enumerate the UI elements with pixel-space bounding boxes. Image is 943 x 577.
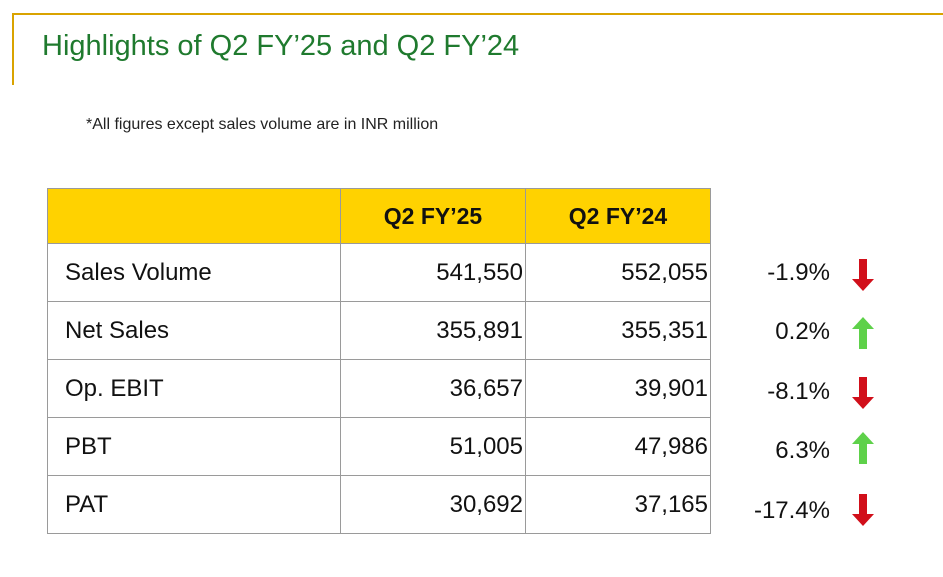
value-q2-fy24: 37,165 [525,475,711,534]
page-title: Highlights of Q2 FY’25 and Q2 FY’24 [42,30,520,62]
row-label: PAT [47,475,341,534]
red-down-arrow-icon [852,377,874,409]
red-down-arrow-icon [852,259,874,291]
value-q2-fy24: 355,351 [525,301,711,360]
value-q2-fy24: 552,055 [525,243,711,302]
table-row: PBT 51,005 47,986 [47,417,711,476]
red-down-arrow-icon [852,494,874,526]
table-row: Net Sales 355,891 355,351 [47,301,711,360]
change-percent: -1.9% [767,259,830,286]
value-q2-fy25: 30,692 [340,475,526,534]
green-up-arrow-icon [852,317,874,349]
frame-top-border [12,13,943,15]
row-label: Sales Volume [47,243,341,302]
value-q2-fy25: 51,005 [340,417,526,476]
value-q2-fy24: 39,901 [525,359,711,418]
change-percent: 6.3% [775,437,830,464]
row-label: Op. EBIT [47,359,341,418]
row-label: Net Sales [47,301,341,360]
frame-left-border [12,13,14,85]
row-label: PBT [47,417,341,476]
value-q2-fy25: 355,891 [340,301,526,360]
table-row: Sales Volume 541,550 552,055 [47,243,711,302]
value-q2-fy24: 47,986 [525,417,711,476]
value-q2-fy25: 36,657 [340,359,526,418]
value-q2-fy25: 541,550 [340,243,526,302]
table-row: Op. EBIT 36,657 39,901 [47,359,711,418]
change-percent: -8.1% [767,378,830,405]
highlights-table: Q2 FY’25 Q2 FY’24 Sales Volume 541,550 5… [47,188,711,534]
header-q2-fy24: Q2 FY’24 [525,188,711,244]
header-empty-cell [47,188,341,244]
units-note: *All figures except sales volume are in … [86,116,439,133]
header-q2-fy25: Q2 FY’25 [340,188,526,244]
change-percent: 0.2% [775,318,830,345]
green-up-arrow-icon [852,432,874,464]
table-row: PAT 30,692 37,165 [47,475,711,534]
table-header-row: Q2 FY’25 Q2 FY’24 [47,188,711,244]
change-percent: -17.4% [753,497,830,524]
